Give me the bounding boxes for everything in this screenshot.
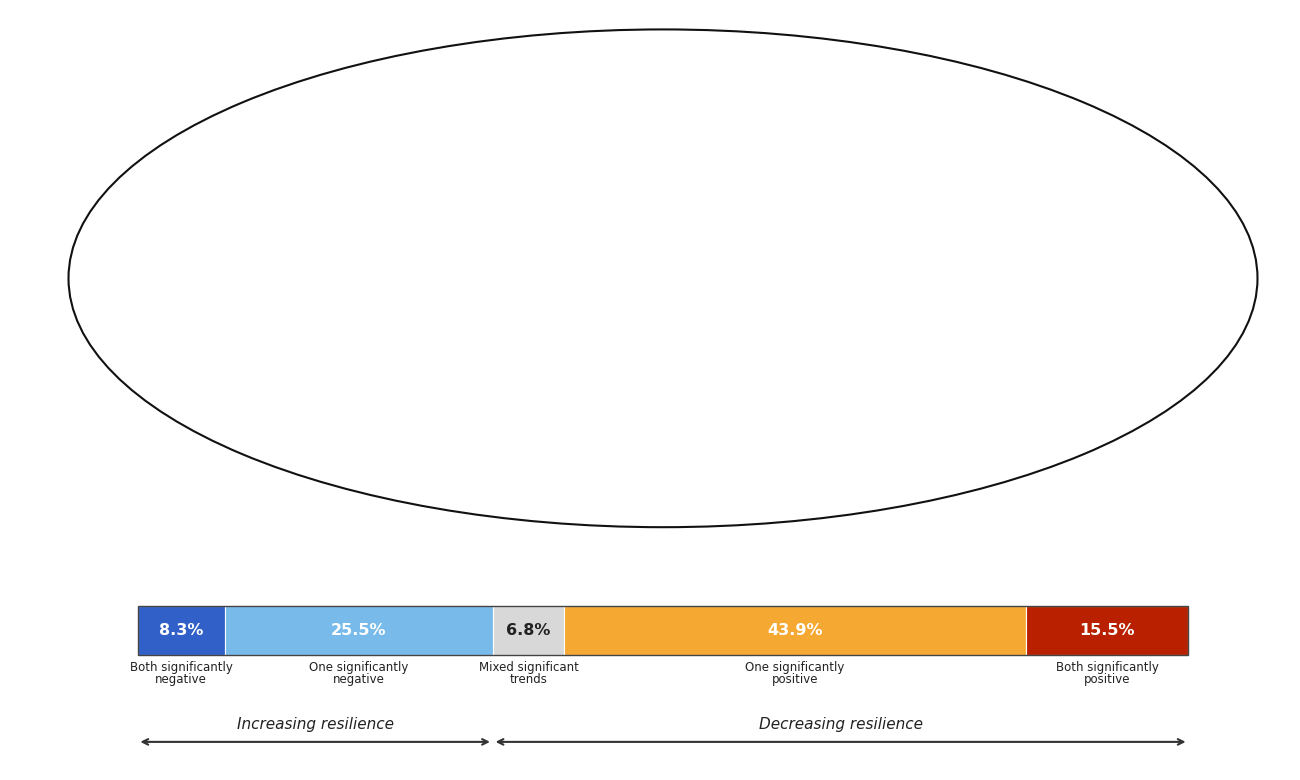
Text: negative: negative [155, 673, 207, 686]
Text: negative: negative [333, 673, 385, 686]
Text: 6.8%: 6.8% [506, 623, 551, 638]
Text: One significantly: One significantly [745, 661, 845, 674]
Text: 8.3%: 8.3% [159, 623, 203, 638]
Bar [1026, 607, 1188, 655]
Text: 25.5%: 25.5% [332, 623, 386, 638]
Bar [493, 607, 564, 655]
Bar [225, 607, 493, 655]
Text: 43.9%: 43.9% [767, 623, 823, 638]
Text: Increasing resilience: Increasing resilience [237, 717, 394, 732]
Text: Decreasing resilience: Decreasing resilience [759, 717, 923, 732]
Text: 15.5%: 15.5% [1079, 623, 1135, 638]
Text: Both significantly: Both significantly [130, 661, 233, 674]
Bar [564, 607, 1026, 655]
Text: Both significantly: Both significantly [1056, 661, 1158, 674]
Bar [138, 607, 225, 655]
Text: trends: trends [510, 673, 547, 686]
Text: Mixed significant: Mixed significant [478, 661, 578, 674]
Text: One significantly: One significantly [309, 661, 408, 674]
Text: positive: positive [1084, 673, 1130, 686]
Bar [138, 607, 1188, 655]
Text: positive: positive [772, 673, 818, 686]
